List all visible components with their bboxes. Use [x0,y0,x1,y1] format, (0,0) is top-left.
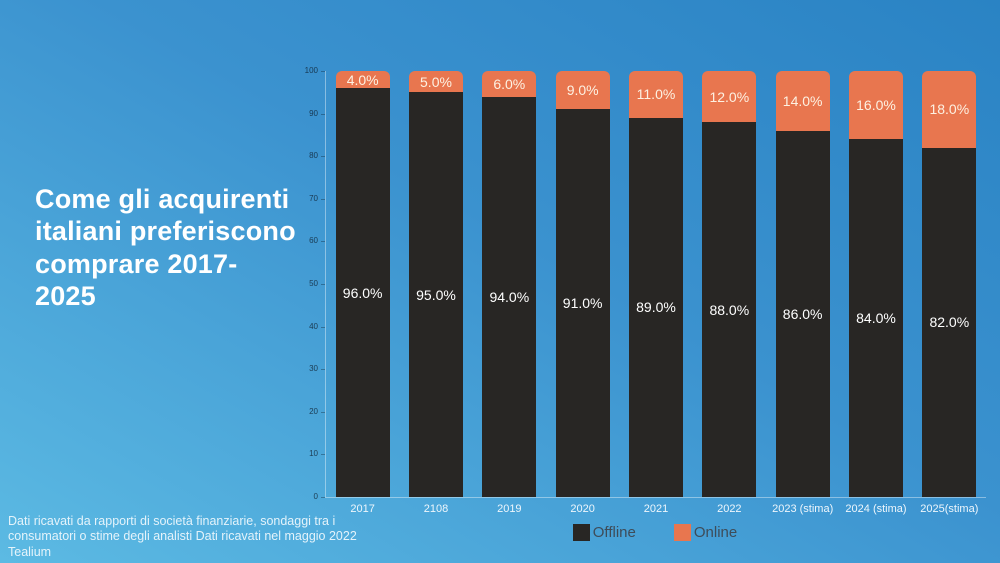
offline-value-label: 86.0% [782,305,823,322]
online-value-label: 11.0% [636,86,676,103]
y-axis-tick-label: 50 [309,279,318,288]
offline-segment: 84.0% [848,139,903,497]
y-axis-tick-label: 40 [309,321,318,331]
x-axis-tick-label: 2020 [570,503,595,515]
y-axis-tick-mark [321,198,325,200]
online-segment: 14.0% [775,71,830,131]
offline-segment: 91.0% [555,109,610,497]
offline-segment: 89.0% [628,117,683,497]
online-segment: 5.0% [408,71,463,93]
offline-value-label: 88.0% [709,301,750,318]
y-axis-tick-mark [321,497,325,498]
y-axis-tick-label: 30 [309,364,318,374]
online-segment: 4.0% [335,71,390,89]
y-axis-tick-label: 90 [309,108,318,118]
x-axis-tick-label: 2024 (stima) [845,503,907,515]
x-axis-tick-label: 2019 [497,503,522,515]
y-axis-tick-mark [321,454,325,456]
x-axis-tick-label: 2108 [423,503,449,515]
offline-value-label: 91.0% [562,295,603,312]
bar-column: 11.0% 89.0% 2021 [619,71,692,515]
online-value-label: 4.0% [346,71,379,88]
offline-segment: 82.0% [922,147,977,497]
offline-value-label: 89.0% [636,299,676,316]
y-axis-tick-mark [321,411,325,413]
y-axis-tick-mark [321,284,325,285]
source-note-line: consumatori o stime degli analisti Dati … [8,529,357,544]
y-axis-tick-label: 10 [309,449,318,459]
legend-label-online: Online [693,524,738,541]
y-axis-tick-label: 100 [304,66,318,75]
bar-column: 9.0% 91.0% 2020 [546,71,619,515]
bar-column: 4.0% 96.0% 2017 [326,71,399,515]
x-axis-tick-label: 2022 [717,503,742,515]
y-axis-tick-label: 60 [309,236,318,246]
online-value-label: 18.0% [929,101,970,118]
online-value-label: 9.0% [566,82,599,99]
y-axis-tick-label: 70 [309,193,318,203]
plot-area: 4.0% 96.0% 2017 5.0% 95.0% 2108 6.0% 94.0% 2019 9… [325,71,986,515]
legend-swatch-offline [572,524,590,541]
bar-column: 5.0% 95.0% 2108 [399,71,472,515]
y-axis-tick-mark [321,113,325,115]
online-value-label: 14.0% [782,92,823,109]
online-segment: 12.0% [702,71,757,123]
online-value-label: 12.0% [709,88,750,105]
offline-segment: 88.0% [702,122,757,497]
legend-swatch-online [673,524,691,541]
y-axis-tick-mark [321,71,325,72]
online-segment: 16.0% [848,71,903,140]
bar-column: 14.0% 86.0% 2023 (stima) [766,71,839,515]
y-axis-tick-label: 80 [309,151,318,161]
x-axis-tick-label: 2023 (stima) [772,503,834,515]
online-segment: 6.0% [482,71,537,97]
bar-column: 18.0% 82.0% 2025(stima) [913,71,986,515]
offline-segment: 95.0% [408,92,463,497]
online-segment: 9.0% [555,71,610,110]
offline-segment: 96.0% [335,88,390,497]
bar-column: 12.0% 88.0% 2022 [693,71,766,515]
legend: Offline Online [325,524,985,541]
source-note-line: Tealium [8,544,52,559]
x-axis-tick-label: 2017 [350,503,375,515]
offline-segment: 94.0% [482,96,537,497]
y-axis-tick-mark [321,369,325,371]
y-axis-tick-mark [321,326,325,328]
legend-label-offline: Offline [592,524,636,541]
online-segment: 18.0% [922,71,977,148]
y-axis-tick-label: 20 [309,406,318,416]
source-note-line: Dati ricavati da rapporti di società fin… [8,514,336,528]
online-value-label: 6.0% [493,75,526,92]
y-axis-tick-label: 0 [313,492,318,501]
bar-column: 6.0% 94.0% 2019 [473,71,546,515]
offline-value-label: 95.0% [416,286,456,303]
x-axis-tick-label: 2025(stima) [920,503,979,515]
offline-value-label: 82.0% [929,314,970,331]
legend-item-offline: Offline [572,524,636,541]
y-axis-tick-mark [321,156,325,158]
offline-segment: 86.0% [775,130,830,497]
online-value-label: 5.0% [420,73,452,90]
y-axis-tick-mark [321,241,325,243]
source-note: Dati ricavati da rapporti di società fin… [8,514,357,560]
bar-column: 16.0% 84.0% 2024 (stima) [839,71,912,515]
page-title: Come gli acquirenti italiani preferiscon… [35,184,296,312]
legend-item-online: Online [673,524,738,541]
offline-value-label: 84.0% [856,310,896,327]
x-axis-tick-label: 2021 [643,503,669,515]
online-segment: 11.0% [628,71,683,118]
offline-value-label: 94.0% [489,288,530,305]
online-value-label: 16.0% [856,97,896,114]
offline-value-label: 96.0% [342,284,383,301]
